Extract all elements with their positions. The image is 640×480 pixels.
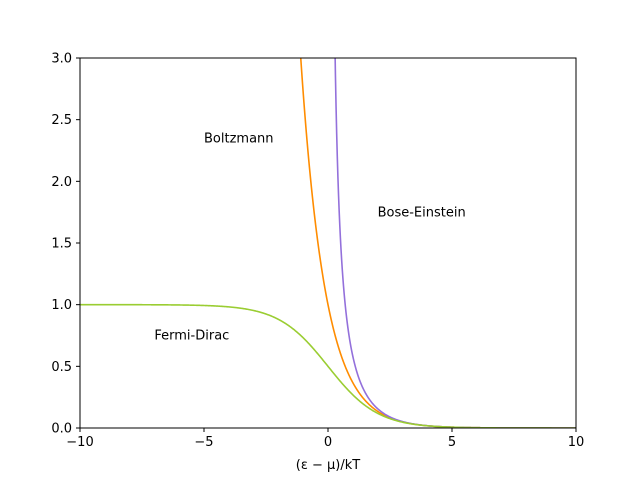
- series-line-boltzmann: [299, 58, 576, 428]
- y-tick-label: 0.5: [51, 360, 72, 375]
- y-tick-label: 0.0: [51, 422, 72, 437]
- plot-lines: [80, 58, 576, 428]
- y-tick-label: 2.0: [51, 175, 72, 190]
- y-tick-label: 1.5: [51, 237, 72, 252]
- curve-annotations: Boltzmann Bose-Einstein Fermi-Dirac: [154, 131, 465, 343]
- x-tick-label: −5: [194, 435, 213, 450]
- y-axis-ticks: 0.0 0.5 1.0 1.5 2.0 2.5 3.0: [51, 52, 80, 437]
- x-tick-label: −10: [66, 435, 93, 450]
- x-tick-label: 0: [324, 435, 332, 450]
- annotation-boltzmann: Boltzmann: [204, 131, 274, 146]
- y-tick-label: 1.0: [51, 298, 72, 313]
- x-tick-label: 10: [568, 435, 585, 450]
- x-tick-label: 5: [448, 435, 456, 450]
- y-tick-label: 2.5: [51, 113, 72, 128]
- x-axis-label: (ε − μ)/kT: [296, 458, 361, 473]
- annotation-bose-einstein: Bose-Einstein: [378, 205, 466, 220]
- series-line-fermi-dirac: [80, 303, 576, 428]
- x-axis-ticks: −10 −5 0 5 10: [66, 428, 584, 450]
- y-tick-label: 3.0: [51, 52, 72, 67]
- annotation-fermi-dirac: Fermi-Dirac: [154, 329, 229, 344]
- axes-frame: [79, 57, 577, 429]
